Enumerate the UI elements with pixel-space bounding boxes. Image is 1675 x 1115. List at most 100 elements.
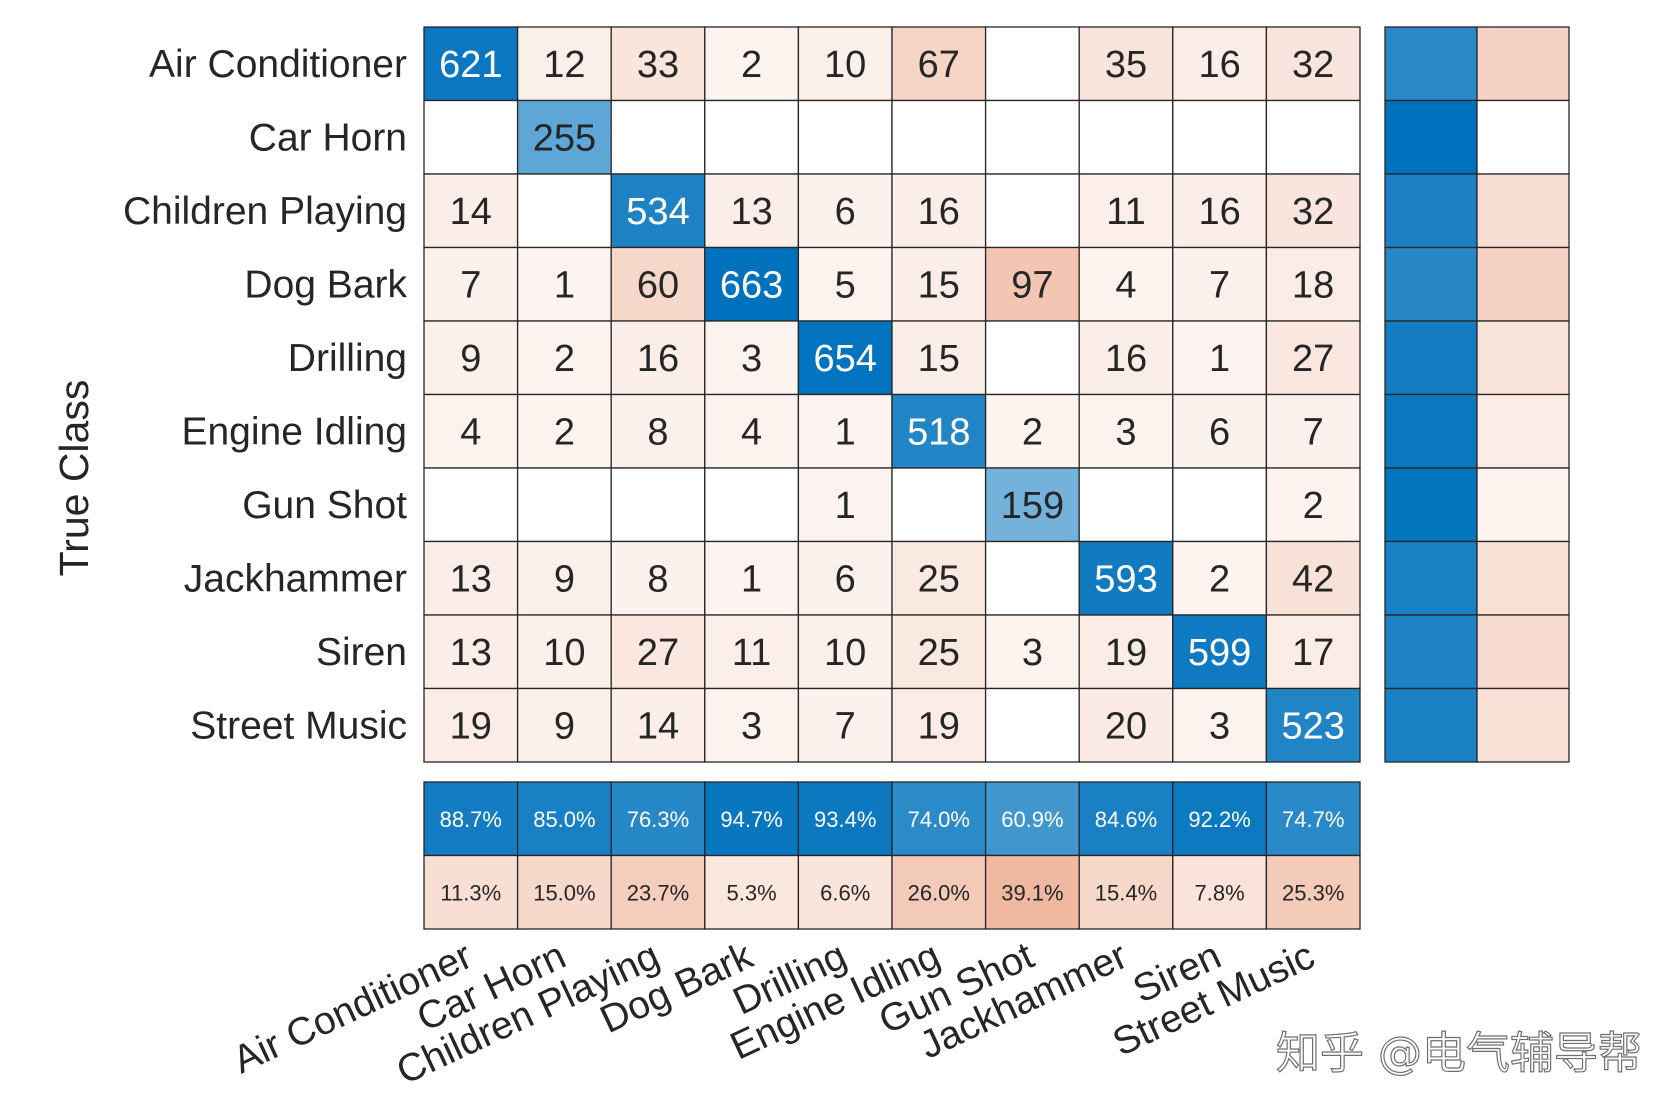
cell-1-8	[1172, 99, 1268, 175]
col-summary-correct	[610, 781, 706, 857]
cell-1-5	[891, 99, 987, 175]
cell-value: 97	[1011, 264, 1053, 306]
row-summary-incorrect	[1476, 99, 1570, 175]
row-label-drilling: Drilling	[288, 337, 407, 380]
row-label-siren: Siren	[316, 631, 407, 674]
cell-value: 16	[637, 338, 679, 380]
cell-6-7	[1078, 467, 1174, 543]
row-summary-correct	[1384, 614, 1478, 690]
cell-value: 10	[824, 632, 866, 674]
col-summary-incorrect-label: 15.0%	[533, 880, 595, 905]
cell-value: 534	[626, 191, 689, 233]
cell-9-9	[1265, 687, 1361, 763]
col-summary-incorrect	[1172, 854, 1268, 930]
cell-4-8	[1172, 320, 1268, 396]
col-summary-correct-label: 60.9%	[1001, 807, 1063, 832]
cell-value: 599	[1188, 632, 1251, 674]
col-summary-incorrect-label: 5.3%	[727, 880, 777, 905]
col-summary-correct	[1265, 781, 1361, 857]
cell-4-9	[1265, 320, 1361, 396]
row-label-air-conditioner: Air Conditioner	[149, 43, 407, 86]
col-summary-correct-label: 92.2%	[1188, 807, 1250, 832]
row-summary-incorrect	[1476, 614, 1570, 690]
cell-7-3	[704, 540, 800, 616]
cell-3-1	[516, 246, 612, 322]
cell-value: 33	[637, 44, 679, 86]
row-summary-correct	[1384, 320, 1478, 396]
row-labels: Air Conditioner Car Horn Children Playing D…	[123, 43, 407, 748]
cell-7-2	[610, 540, 706, 616]
cell-value: 6	[1209, 411, 1230, 453]
cell-value: 10	[543, 632, 585, 674]
cell-value: 1	[835, 485, 856, 527]
cell-value: 2	[1022, 411, 1043, 453]
row-summary-incorrect	[1476, 320, 1570, 396]
row-label-gun-shot: Gun Shot	[242, 484, 407, 527]
cell-3-6	[984, 246, 1080, 322]
cell-value: 13	[450, 558, 492, 600]
cell-4-2	[610, 320, 706, 396]
cell-2-4	[797, 173, 893, 249]
cell-8-1	[516, 614, 612, 690]
row-label-children-playing: Children Playing	[123, 190, 407, 233]
col-summary-incorrect-label: 15.4%	[1095, 880, 1157, 905]
cell-value: 654	[813, 338, 876, 380]
row-summary	[1384, 26, 1570, 763]
cell-value: 14	[637, 705, 679, 747]
cell-9-8	[1172, 687, 1268, 763]
cell-5-2	[610, 393, 706, 469]
cell-value: 593	[1094, 558, 1157, 600]
cell-0-0	[423, 26, 519, 102]
cell-value: 2	[1209, 558, 1230, 600]
cell-6-0	[423, 467, 519, 543]
cell-value: 27	[637, 632, 679, 674]
cell-value: 663	[720, 264, 783, 306]
cell-value: 19	[1105, 632, 1147, 674]
cell-value: 19	[450, 705, 492, 747]
cell-value: 1	[835, 411, 856, 453]
cell-value: 2	[554, 338, 575, 380]
cell-2-1	[516, 173, 612, 249]
cell-value: 1	[554, 264, 575, 306]
cell-value: 12	[543, 44, 585, 86]
cell-0-8	[1172, 26, 1268, 102]
cell-8-4	[797, 614, 893, 690]
cell-value: 4	[741, 411, 762, 453]
col-summary-correct	[797, 781, 893, 857]
col-summary-incorrect	[610, 854, 706, 930]
cell-value: 1	[1209, 338, 1230, 380]
col-summary-incorrect	[704, 854, 800, 930]
col-summary-incorrect-label: 25.3%	[1282, 880, 1344, 905]
cell-value: 621	[439, 44, 502, 86]
cell-value: 9	[460, 338, 481, 380]
col-summary-correct-label: 88.7%	[440, 807, 502, 832]
cell-value: 6	[835, 191, 856, 233]
row-summary-incorrect	[1476, 246, 1570, 322]
cell-7-5	[891, 540, 987, 616]
cell-6-2	[610, 467, 706, 543]
cell-7-6	[984, 540, 1080, 616]
cell-6-5	[891, 467, 987, 543]
cell-value: 3	[1209, 705, 1230, 747]
row-summary-correct	[1384, 467, 1478, 543]
row-summary-correct	[1384, 99, 1478, 175]
cell-value: 5	[835, 264, 856, 306]
cell-value: 32	[1292, 191, 1334, 233]
cell-value: 3	[1115, 411, 1136, 453]
cell-3-2	[610, 246, 706, 322]
cell-value: 7	[1303, 411, 1324, 453]
cell-8-6	[984, 614, 1080, 690]
cell-9-3	[704, 687, 800, 763]
cell-value: 15	[918, 338, 960, 380]
cell-0-1	[516, 26, 612, 102]
cell-value: 159	[1001, 485, 1064, 527]
col-summary-incorrect-label: 7.8%	[1195, 880, 1245, 905]
row-summary-correct	[1384, 687, 1478, 763]
cell-0-5	[891, 26, 987, 102]
cell-value: 2	[1303, 485, 1324, 527]
cell-9-0	[423, 687, 519, 763]
cell-2-8	[1172, 173, 1268, 249]
cell-value: 17	[1292, 632, 1334, 674]
